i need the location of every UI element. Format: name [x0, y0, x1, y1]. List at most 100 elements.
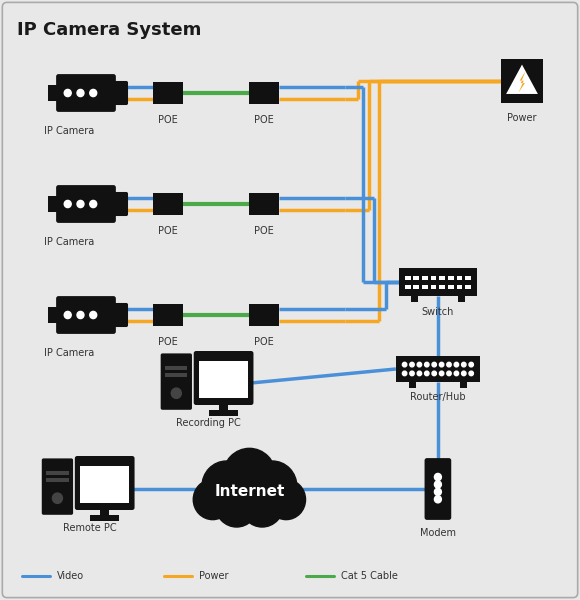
FancyBboxPatch shape: [501, 59, 543, 103]
FancyBboxPatch shape: [46, 478, 68, 482]
Text: POE: POE: [254, 226, 274, 236]
FancyBboxPatch shape: [112, 192, 128, 216]
FancyBboxPatch shape: [448, 275, 454, 280]
FancyBboxPatch shape: [48, 85, 59, 101]
FancyBboxPatch shape: [465, 285, 471, 289]
Circle shape: [90, 311, 97, 319]
Circle shape: [432, 362, 436, 367]
FancyBboxPatch shape: [46, 471, 68, 475]
FancyBboxPatch shape: [161, 353, 192, 410]
Text: Remote PC: Remote PC: [63, 523, 117, 533]
FancyBboxPatch shape: [153, 82, 183, 104]
FancyBboxPatch shape: [439, 275, 445, 280]
Circle shape: [90, 89, 97, 97]
Circle shape: [248, 461, 297, 512]
FancyBboxPatch shape: [422, 275, 428, 280]
Text: IP Camera: IP Camera: [45, 237, 95, 247]
Circle shape: [90, 200, 97, 208]
Circle shape: [469, 371, 473, 376]
Circle shape: [434, 481, 441, 488]
Text: Power: Power: [199, 571, 229, 581]
Circle shape: [202, 461, 251, 512]
FancyBboxPatch shape: [90, 515, 119, 521]
FancyBboxPatch shape: [405, 285, 411, 289]
Polygon shape: [506, 65, 538, 94]
Text: IP Camera System: IP Camera System: [17, 21, 202, 39]
Text: Recording PC: Recording PC: [176, 418, 241, 428]
FancyBboxPatch shape: [425, 458, 451, 520]
Circle shape: [77, 89, 84, 97]
FancyBboxPatch shape: [219, 402, 228, 411]
Circle shape: [447, 362, 451, 367]
Text: Internet: Internet: [214, 484, 285, 499]
Circle shape: [454, 362, 459, 367]
FancyBboxPatch shape: [153, 304, 183, 326]
Circle shape: [52, 493, 63, 503]
Circle shape: [454, 371, 459, 376]
FancyBboxPatch shape: [56, 74, 116, 112]
Circle shape: [241, 482, 284, 527]
Text: Router/Hub: Router/Hub: [410, 392, 466, 403]
Text: Modem: Modem: [420, 528, 456, 538]
Circle shape: [229, 478, 270, 521]
FancyBboxPatch shape: [75, 456, 135, 510]
FancyBboxPatch shape: [399, 268, 477, 296]
Text: IP Camera: IP Camera: [45, 348, 95, 358]
FancyBboxPatch shape: [405, 275, 411, 280]
Circle shape: [417, 362, 422, 367]
FancyBboxPatch shape: [165, 366, 187, 370]
FancyBboxPatch shape: [42, 458, 73, 515]
Circle shape: [223, 448, 276, 503]
Circle shape: [434, 473, 441, 481]
Circle shape: [171, 388, 182, 398]
FancyBboxPatch shape: [439, 285, 445, 289]
FancyBboxPatch shape: [209, 410, 238, 416]
Circle shape: [434, 488, 441, 496]
Circle shape: [425, 371, 429, 376]
Text: Power: Power: [508, 113, 536, 124]
FancyBboxPatch shape: [112, 303, 128, 327]
FancyBboxPatch shape: [80, 466, 129, 503]
Circle shape: [432, 371, 436, 376]
FancyBboxPatch shape: [249, 304, 279, 326]
FancyBboxPatch shape: [409, 382, 416, 388]
FancyBboxPatch shape: [431, 285, 437, 289]
Circle shape: [77, 311, 84, 319]
Circle shape: [64, 89, 71, 97]
Circle shape: [193, 479, 232, 520]
Circle shape: [462, 371, 466, 376]
FancyBboxPatch shape: [414, 275, 419, 280]
Polygon shape: [519, 71, 525, 92]
Text: POE: POE: [158, 226, 178, 236]
Circle shape: [440, 371, 444, 376]
FancyBboxPatch shape: [153, 193, 183, 215]
FancyBboxPatch shape: [414, 285, 419, 289]
Circle shape: [64, 200, 71, 208]
Text: POE: POE: [158, 115, 178, 125]
Circle shape: [403, 362, 407, 367]
FancyBboxPatch shape: [48, 196, 59, 212]
Text: Cat 5 Cable: Cat 5 Cable: [341, 571, 398, 581]
FancyBboxPatch shape: [422, 285, 428, 289]
Circle shape: [267, 479, 306, 520]
Text: POE: POE: [254, 337, 274, 347]
Circle shape: [417, 371, 422, 376]
FancyBboxPatch shape: [459, 382, 466, 388]
FancyBboxPatch shape: [112, 81, 128, 105]
FancyBboxPatch shape: [56, 185, 116, 223]
Text: POE: POE: [254, 115, 274, 125]
FancyBboxPatch shape: [100, 507, 109, 516]
Circle shape: [77, 200, 84, 208]
FancyBboxPatch shape: [249, 193, 279, 215]
Circle shape: [440, 362, 444, 367]
FancyBboxPatch shape: [396, 356, 480, 382]
FancyBboxPatch shape: [48, 307, 59, 323]
FancyBboxPatch shape: [411, 296, 418, 302]
Text: Video: Video: [57, 571, 84, 581]
FancyBboxPatch shape: [456, 285, 462, 289]
FancyBboxPatch shape: [431, 275, 437, 280]
FancyBboxPatch shape: [165, 373, 187, 377]
Text: IP Camera: IP Camera: [45, 127, 95, 136]
FancyBboxPatch shape: [448, 285, 454, 289]
FancyBboxPatch shape: [465, 275, 471, 280]
